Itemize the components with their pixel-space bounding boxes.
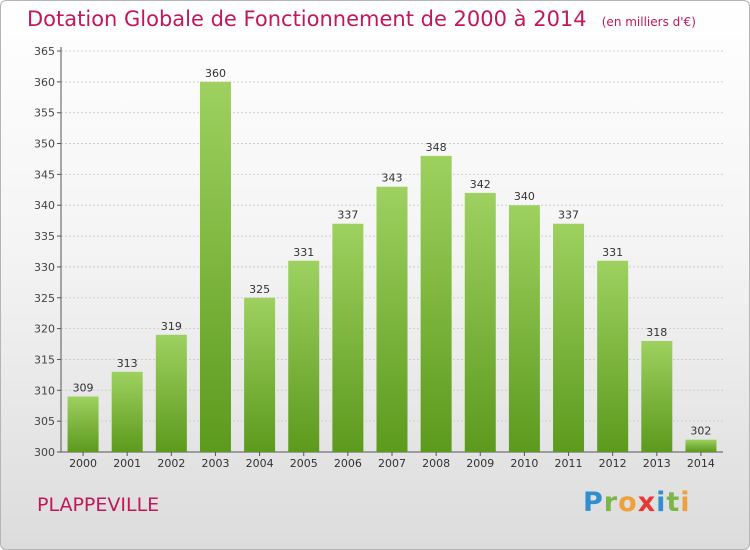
- bar: [420, 155, 452, 452]
- y-tick-label: 350: [34, 138, 55, 151]
- data-label: 360: [205, 67, 226, 80]
- logo-letter: x: [637, 487, 657, 518]
- y-tick-label: 335: [34, 230, 55, 243]
- bar: [199, 81, 231, 452]
- bar: [288, 260, 320, 452]
- logo-letter: o: [618, 487, 638, 518]
- y-tick-label: 330: [34, 261, 55, 274]
- data-label: 318: [646, 326, 667, 339]
- x-tick-label: 2014: [687, 457, 715, 470]
- data-label: 337: [558, 209, 579, 222]
- proxiti-logo: Proxiti: [583, 487, 691, 518]
- x-tick-label: 2001: [113, 457, 141, 470]
- x-tick-label: 2005: [290, 457, 318, 470]
- logo-letter: P: [583, 487, 604, 518]
- logo-letter: i: [680, 487, 691, 518]
- data-label: 313: [117, 357, 138, 370]
- chart-unit-note: (en milliers d'€): [601, 15, 696, 29]
- y-tick-label: 300: [34, 446, 55, 459]
- x-tick-label: 2011: [555, 457, 583, 470]
- x-tick-label: 2003: [201, 457, 229, 470]
- bar: [67, 396, 99, 452]
- data-label: 302: [690, 425, 711, 438]
- y-tick-label: 340: [34, 199, 55, 212]
- bar: [553, 223, 585, 452]
- bar: [508, 205, 540, 452]
- chart-title: Dotation Globale de Fonctionnement de 20…: [27, 7, 696, 31]
- y-tick-label: 355: [34, 107, 55, 120]
- bar: [641, 340, 673, 452]
- x-tick-label: 2004: [246, 457, 274, 470]
- bar: [376, 186, 408, 452]
- data-label: 337: [337, 209, 358, 222]
- data-label: 325: [249, 283, 270, 296]
- x-tick-label: 2009: [466, 457, 494, 470]
- bar: [597, 260, 629, 452]
- bar: [111, 371, 143, 452]
- data-label: 342: [470, 178, 491, 191]
- y-tick-label: 365: [34, 45, 55, 58]
- y-tick-label: 325: [34, 292, 55, 305]
- data-label: 309: [73, 381, 94, 394]
- logo-letter: r: [603, 487, 619, 518]
- bar: [332, 223, 364, 452]
- chart-title-text: Dotation Globale de Fonctionnement de 20…: [27, 7, 587, 31]
- data-label: 331: [293, 246, 314, 259]
- logo-letter: i: [656, 487, 667, 518]
- bar: [155, 334, 187, 452]
- bar: [244, 297, 276, 452]
- logo-letter: t: [666, 487, 681, 518]
- data-label: 343: [382, 172, 403, 185]
- x-tick-label: 2012: [599, 457, 627, 470]
- bar: [464, 192, 496, 452]
- y-tick-label: 310: [34, 384, 55, 397]
- commune-name: PLAPPEVILLE: [37, 494, 160, 516]
- x-tick-label: 2000: [69, 457, 97, 470]
- x-tick-label: 2007: [378, 457, 406, 470]
- y-tick-label: 360: [34, 76, 55, 89]
- x-tick-label: 2008: [422, 457, 450, 470]
- y-tick-label: 305: [34, 415, 55, 428]
- x-tick-label: 2006: [334, 457, 362, 470]
- x-tick-label: 2010: [510, 457, 538, 470]
- data-label: 340: [514, 190, 535, 203]
- x-tick-label: 2013: [643, 457, 671, 470]
- y-tick-label: 320: [34, 323, 55, 336]
- y-tick-label: 315: [34, 353, 55, 366]
- bar: [685, 439, 717, 452]
- y-tick-label: 345: [34, 168, 55, 181]
- data-label: 348: [426, 141, 447, 154]
- data-label: 319: [161, 320, 182, 333]
- data-label: 331: [602, 246, 623, 259]
- x-tick-label: 2002: [157, 457, 185, 470]
